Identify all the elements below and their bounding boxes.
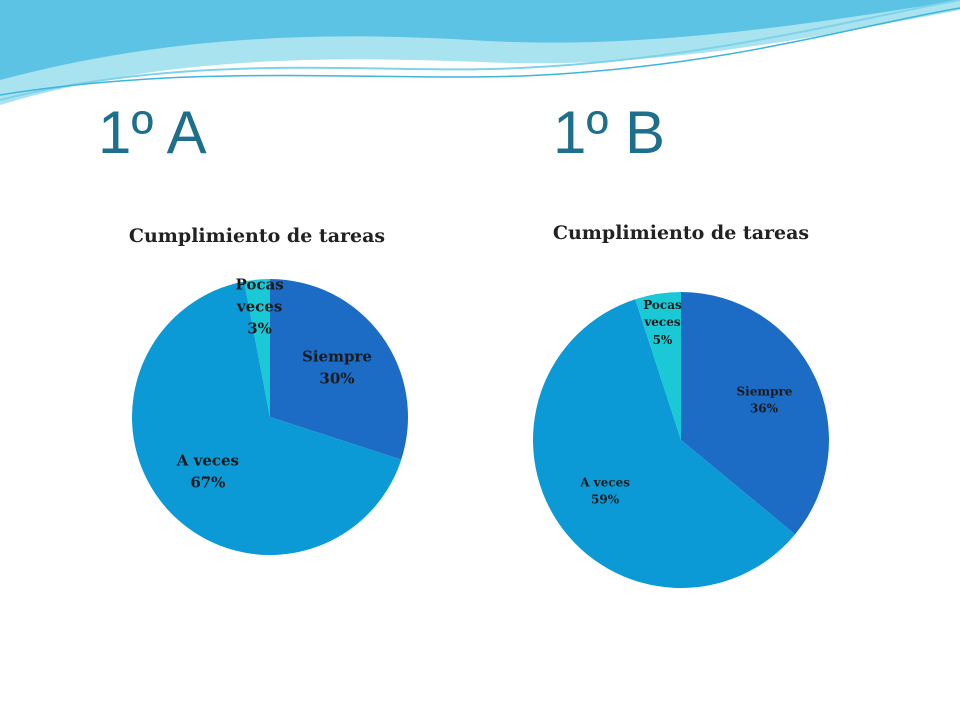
pie-slice — [635, 292, 681, 440]
wave-decoration — [0, 0, 960, 80]
data-label: A veces 67% — [173, 450, 243, 494]
label-category: Pocas veces — [643, 297, 682, 330]
heading: 1º A — [98, 99, 207, 166]
label-value: 36% — [749, 401, 779, 416]
label-category: Siempre — [302, 347, 372, 366]
wave-line — [0, 0, 960, 101]
label-category: A veces — [580, 475, 630, 490]
heading: 1º B — [553, 99, 665, 166]
chart-title: Cumplimiento de tareas — [129, 225, 385, 247]
label-value: 67% — [190, 472, 226, 491]
pie-slice — [270, 279, 408, 460]
label-category: Pocas veces — [235, 275, 284, 316]
label-value: 5% — [652, 332, 673, 347]
label-value: 3% — [247, 318, 272, 337]
pie-slice — [681, 292, 829, 535]
label-value: 30% — [319, 369, 355, 388]
pie-slice — [132, 281, 402, 555]
chart-title: Cumplimiento de tareas — [553, 222, 809, 244]
pie-slice — [533, 299, 796, 588]
label-category: Siempre — [736, 384, 793, 399]
data-label: Siempre 30% — [302, 347, 372, 391]
data-label: Pocas veces 5% — [635, 297, 690, 349]
data-label: Pocas veces 3% — [225, 274, 295, 339]
data-label: Siempre 36% — [736, 384, 793, 419]
data-label: A veces 59% — [578, 474, 633, 509]
wave-line — [0, 7, 960, 96]
pie-slice — [244, 279, 270, 417]
label-value: 59% — [591, 492, 620, 507]
label-category: A veces — [176, 451, 240, 469]
